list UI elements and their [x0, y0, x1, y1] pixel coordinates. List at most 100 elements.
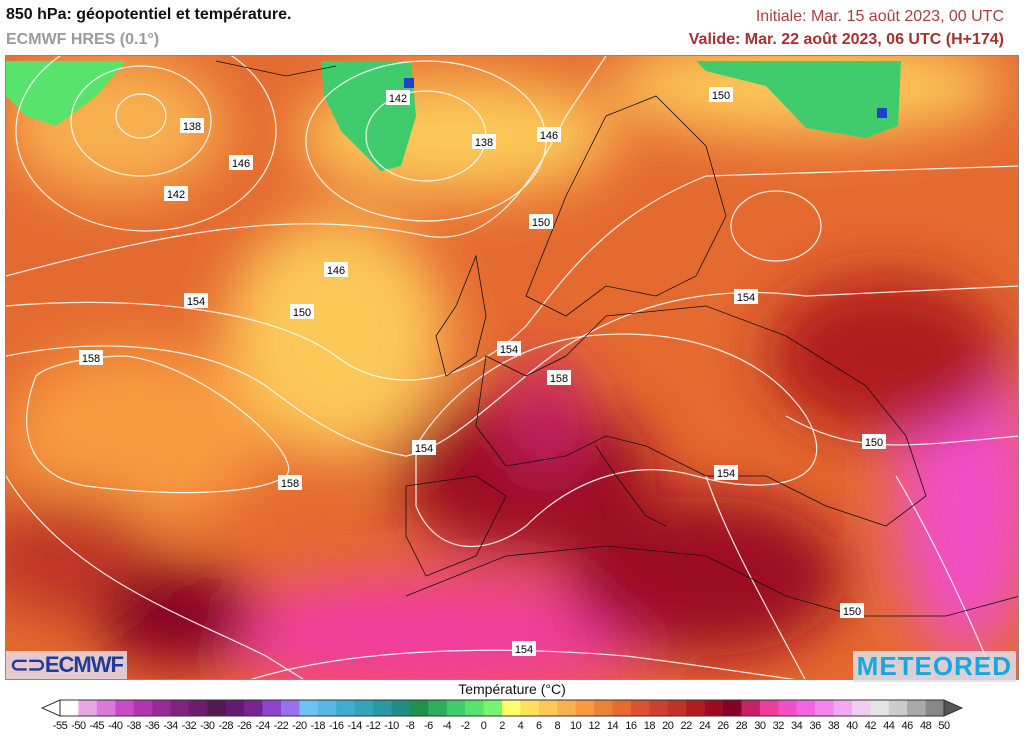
contour-label: 150	[293, 307, 311, 319]
colorbar-swatch	[612, 700, 632, 716]
temperature-shading	[6, 56, 1018, 679]
contour-label: 150	[712, 90, 730, 102]
colorbar-tick: 16	[625, 720, 637, 732]
colorbar-min-arrow	[40, 699, 61, 717]
contour-label-box	[840, 603, 864, 618]
contour-label: 150	[532, 217, 550, 229]
colorbar-tick: 40	[846, 720, 858, 732]
colorbar-swatch	[225, 700, 245, 716]
contour-label-box	[180, 118, 204, 133]
colorbar-tick: 32	[772, 720, 785, 732]
colorbar-swatch	[317, 700, 337, 716]
colorbar-tick: 2	[499, 720, 505, 732]
colorbar-swatch	[262, 700, 282, 716]
weather-map[interactable]: 138 142 146 142 138 146 150 150 146 154 150 158 154 1…	[5, 55, 1019, 680]
contour-label-box	[497, 341, 521, 356]
colorbar-swatch	[133, 700, 153, 716]
contour-label: 142	[167, 189, 185, 201]
colorbar-tick: -28	[218, 720, 234, 732]
colorbar-tick: 36	[809, 720, 821, 732]
contour-label-box	[412, 440, 436, 455]
colorbar-tick: 30	[754, 720, 766, 732]
cold-pools	[6, 61, 901, 171]
low-pressure-markers	[404, 78, 887, 118]
colorbar-title: Température (°C)	[458, 681, 566, 697]
geopotential-contours	[6, 56, 1018, 679]
contour-label-box	[714, 465, 738, 480]
colorbar-tick: 50	[938, 720, 950, 732]
contour-label-box	[229, 155, 253, 170]
colorbar-tick: -40	[108, 720, 123, 732]
colorbar-tick: 12	[588, 720, 600, 732]
contour-label-box	[537, 127, 561, 142]
contour-label-box	[734, 289, 758, 304]
colorbar-swatch	[686, 700, 705, 716]
colorbar-tick: 24	[698, 720, 711, 732]
contour-label-box	[862, 434, 886, 449]
ecmwf-logo: ⊂⊃ECMWF	[6, 651, 127, 679]
colorbar-tick: -18	[310, 720, 326, 732]
contour-label: 154	[515, 644, 533, 656]
contour-label-box	[386, 90, 410, 105]
colorbar-swatch	[96, 700, 116, 716]
colorbar-tick: -30	[200, 720, 215, 732]
colorbar-tick: 22	[680, 720, 693, 732]
colorbar-tick: 48	[919, 720, 932, 732]
contour-label-box	[512, 641, 536, 656]
colorbar-tick: -24	[255, 720, 270, 732]
contour-label: 154	[415, 443, 433, 455]
colorbar-tick: -36	[144, 720, 160, 732]
ecmwf-emblem-icon: ⊂⊃	[10, 652, 46, 677]
colorbar-swatch	[373, 700, 392, 716]
colorbar-swatch	[557, 700, 576, 716]
colorbar-swatch	[870, 700, 890, 716]
contour-label: 158	[82, 353, 100, 365]
colorbar-tick: 46	[901, 720, 914, 732]
contour-label-box	[290, 304, 314, 319]
colorbar-swatch	[538, 700, 558, 716]
contour-label: 154	[500, 344, 518, 356]
colorbar-tick: -55	[52, 720, 68, 732]
colorbar-swatch	[281, 700, 300, 716]
colorbar-tick: -6	[423, 720, 433, 732]
colorbar-swatch	[354, 700, 374, 716]
colorbar-swatch	[483, 700, 503, 716]
contour-label: 150	[843, 606, 861, 618]
colorbar-tick: 6	[536, 720, 542, 732]
colorbar-swatch	[630, 700, 650, 716]
colorbar-swatch	[170, 700, 190, 716]
colorbar-swatch	[446, 700, 466, 716]
contour-label: 150	[865, 437, 883, 449]
colorbar-tick: -20	[292, 720, 307, 732]
contour-label-box	[472, 134, 496, 149]
colorbar-swatch	[60, 700, 79, 716]
contour-label: 154	[187, 296, 205, 308]
colorbar-tick: -14	[347, 720, 362, 732]
contour-label-box	[278, 475, 302, 490]
colorbar-tick: -34	[163, 720, 178, 732]
colorbar-swatch	[888, 700, 908, 716]
colorbar-swatch	[152, 700, 171, 716]
colorbar-tick: 28	[735, 720, 748, 732]
colorbar-swatch	[465, 700, 484, 716]
colorbar-tick: -45	[89, 720, 105, 732]
contour-label: 154	[717, 468, 735, 480]
colorbar-swatch	[704, 700, 724, 716]
colorbar-swatch	[741, 700, 761, 716]
colorbar-tick: -50	[71, 720, 86, 732]
colorbar-tick: 42	[864, 720, 877, 732]
colorbar-swatch	[428, 700, 448, 716]
contour-label: 146	[232, 158, 250, 170]
colorbar-swatch	[78, 700, 98, 716]
contour-label-box	[164, 186, 188, 201]
colorbar-tick: -12	[365, 720, 381, 732]
colorbar-swatch	[299, 700, 319, 716]
contour-label-box	[529, 214, 553, 229]
colorbar-swatch	[833, 700, 853, 716]
contour-label-box	[79, 350, 103, 365]
colorbar-swatch	[925, 700, 945, 716]
colorbar-swatch	[815, 700, 834, 716]
map-canvas: 138 142 146 142 138 146 150 150 146 154 150 158 154 1…	[6, 56, 1018, 679]
colorbar-tick-labels: -55 -50 -45 -40 -38 -36 -34 -32 -30 -28 -26 -24 -22-…	[0, 720, 1024, 734]
colorbar-swatch	[649, 700, 669, 716]
